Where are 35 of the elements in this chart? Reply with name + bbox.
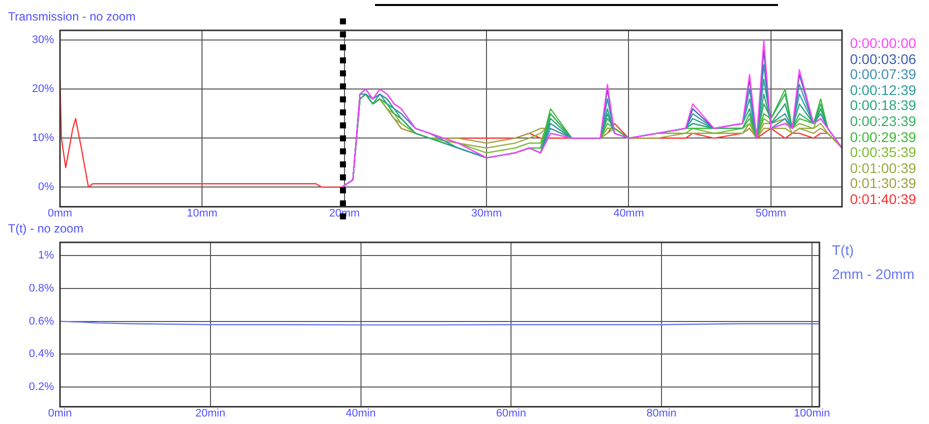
text: 0:00:03:06 (850, 50, 916, 68)
text: 0:01:40:39 (850, 190, 916, 208)
y-tick-label: 0.4% (28, 348, 54, 360)
text: 0:00:07:39 (850, 66, 916, 83)
x-tick-label: 50mm (756, 207, 786, 220)
y-tick-label: 0% (38, 181, 54, 194)
x-tick-label: 60min (496, 407, 526, 420)
y-tick-label: 0.8% (28, 282, 54, 294)
text: 0:01:30:39 (850, 175, 916, 192)
series-label: 0:01:00:39 (850, 160, 916, 176)
x-tick-label: 20min (195, 407, 226, 420)
x-tick-label: 30mm (471, 207, 502, 220)
chart-title: T(t) - no zoom (8, 222, 84, 236)
x-tick-label: 10mm (186, 207, 218, 220)
chart-title: Transmission - no zoom (8, 10, 136, 24)
y-tick-label: 10% (32, 132, 54, 144)
x-tick-label: 80min (646, 407, 677, 420)
text: T(t) (832, 241, 855, 260)
series-label: 0:00:23:39 (850, 112, 916, 130)
series-label: 0:00:18:39 (850, 97, 916, 114)
y-tick-label: 0.6% (28, 315, 54, 328)
x-tick-label: 40mm (613, 207, 644, 220)
text: 0:00:12:39 (850, 82, 916, 98)
x-tick-label: 0min (48, 407, 72, 420)
x-tick-label: 100min (794, 407, 830, 420)
y-tick-label: 0.2% (28, 381, 54, 394)
text: 0:00:00:00 (850, 35, 916, 52)
x-tick-label: 0mm (48, 207, 72, 220)
text: 2mm - 20mm (832, 265, 914, 284)
y-tick-label: 20% (32, 83, 54, 96)
series-label: 0:00:35:39 (850, 144, 916, 161)
x-tick-label: 40min (346, 407, 376, 420)
y-tick-label: 30% (32, 34, 54, 46)
series-label: 0:00:29:39 (850, 128, 916, 146)
y-tick-label: 1% (38, 250, 54, 262)
